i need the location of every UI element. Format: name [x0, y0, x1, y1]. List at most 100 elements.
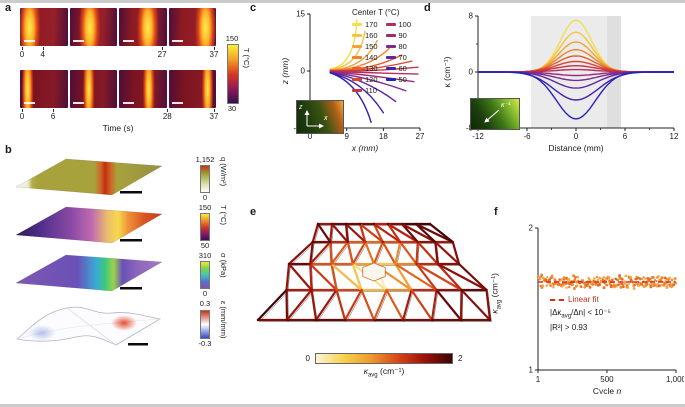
thermal-frame — [69, 70, 117, 108]
colorbar-a-max: 150 — [225, 34, 239, 43]
sigma-colorbar — [200, 261, 210, 289]
surface-heat-flux: 1,152 0 q (W/m²) — [12, 153, 238, 203]
colorbar-a-min: 30 — [227, 104, 237, 113]
panel-label-a: a — [5, 2, 12, 14]
linear-fit-label: Linear fit — [568, 295, 599, 304]
legend-entry: 80 — [385, 42, 412, 51]
colorbar-q-max: 1,152 — [195, 155, 215, 164]
svg-text:-6: -6 — [523, 132, 531, 141]
panel-label-c: c — [250, 2, 257, 14]
linear-fit-dash-icon — [550, 298, 564, 301]
surface-temperature: 150 50 T (°C) — [12, 201, 238, 251]
legend-entry: 100 — [385, 20, 411, 29]
colorbar-e-max: 2 — [458, 354, 463, 363]
thermal-strip-row1 — [20, 8, 216, 46]
svg-text:z (mm): z (mm) — [280, 58, 290, 86]
heat-flux-surface-image — [15, 158, 163, 196]
svg-text:Cycle n: Cycle n — [593, 386, 622, 394]
svg-text:x (mm): x (mm) — [351, 143, 379, 153]
time-axis-row2: 0 6 28 37 — [20, 109, 218, 122]
surface-stress: 310 0 σ (kPa) — [12, 249, 238, 299]
panel-label-e: e — [250, 206, 257, 218]
eps-colorbar — [200, 310, 210, 339]
stress-surface-image — [15, 254, 163, 292]
panel-label-f: f — [494, 206, 498, 218]
colorbar-sigma-label: σ (kPa) — [219, 253, 228, 278]
lattice-mesh — [256, 222, 492, 322]
T-colorbar — [200, 213, 210, 241]
legend-center-temperature: Center T (°C) 170 160 150 140 130 120 110 100 9… — [352, 8, 436, 95]
svg-text:0: 0 — [301, 67, 306, 76]
scale-bar — [120, 239, 142, 242]
svg-text:-8: -8 — [466, 124, 474, 133]
legend-column-2: 100 90 80 70 60 50 — [385, 20, 412, 95]
colorbar-eps-label: ε (mm/mm) — [219, 301, 228, 339]
temperature-surface-image — [15, 206, 163, 244]
colorbar-q-label: q (W/m²) — [219, 157, 228, 187]
legend-entry: 130 — [352, 64, 378, 73]
svg-text:15: 15 — [296, 10, 305, 19]
legend-entry: 70 — [385, 53, 412, 62]
svg-text:8: 8 — [469, 12, 474, 21]
thermal-frame — [69, 8, 117, 46]
svg-text:0: 0 — [308, 132, 313, 141]
kappa-avg-colorbar — [315, 353, 453, 364]
legend-column-1: 170 160 150 140 130 120 110 — [352, 20, 378, 95]
svg-text:-12: -12 — [472, 132, 484, 141]
svg-text:1,000: 1,000 — [666, 375, 684, 384]
colorbar-T-label: T (°C) — [219, 205, 228, 225]
svg-text:Distance (mm): Distance (mm) — [548, 143, 603, 153]
svg-text:1: 1 — [536, 375, 541, 384]
temperature-colorbar — [227, 44, 239, 104]
legend-entry: 170 — [352, 20, 378, 29]
colorbar-sigma-min: 0 — [202, 289, 208, 298]
time-axis-label: Time (s) — [102, 123, 134, 133]
svg-text:500: 500 — [600, 375, 614, 384]
legend-entry: 90 — [385, 31, 412, 40]
svg-text:12: 12 — [670, 132, 679, 141]
legend-entry: 120 — [352, 75, 378, 84]
svg-text:6: 6 — [623, 132, 628, 141]
time-axis-row1: 0 4 27 37 — [20, 47, 218, 60]
colorbar-q-min: 0 — [202, 193, 208, 202]
axes-arrows — [304, 110, 324, 129]
colorbar-eps-min: -0.3 — [198, 339, 212, 348]
panel-label-b: b — [5, 144, 12, 156]
f-y-axis-label: κavg (cm⁻¹) — [489, 273, 503, 314]
thermal-frame — [168, 8, 216, 46]
svg-text:18: 18 — [379, 132, 388, 141]
thermal-frame — [168, 70, 216, 108]
inset-z-axis-label: z — [299, 104, 303, 111]
sample-photo-inset-c: z x — [296, 100, 344, 134]
linear-fit-row: Linear fit — [550, 294, 611, 307]
colorbar-e-label: κavg (cm⁻¹) — [363, 366, 405, 379]
svg-text:2: 2 — [529, 224, 534, 233]
curvature-arrow — [484, 109, 500, 123]
legend-title: Center T (°C) — [352, 8, 400, 17]
svg-text:27: 27 — [416, 132, 425, 141]
thermal-frame — [20, 70, 68, 108]
q-colorbar — [200, 165, 210, 193]
letterbox-bottom — [0, 404, 685, 407]
surface-strain: 0.3 -0.3 ε (mm/mm) — [12, 297, 238, 359]
kappa-avg-colorbar-block: 0 2 κavg (cm⁻¹) — [296, 353, 472, 379]
legend-entry: 160 — [352, 31, 378, 40]
slope-annotation: |Δκavg/Δn| < 10⁻⁵ — [550, 307, 611, 320]
thermal-frame — [20, 8, 68, 46]
svg-text:0: 0 — [574, 132, 579, 141]
cycling-plot: 1 500 1,000 1 2 Cycle n — [529, 224, 684, 395]
scale-bar — [120, 287, 142, 290]
scale-bar — [128, 343, 148, 346]
thermal-frame — [119, 8, 167, 46]
curvature-plot: -12 -6 0 6 12 8 0 -8 Distance (mm) κ (cm⁻¹) — [442, 12, 679, 154]
svg-text:κ (cm⁻¹): κ (cm⁻¹) — [442, 56, 452, 87]
scale-bar — [120, 191, 142, 194]
colorbar-T-min: 50 — [200, 241, 210, 250]
inset-x-axis-label: x — [324, 115, 328, 122]
strain-surface-image — [16, 306, 162, 346]
thermal-frame — [119, 70, 167, 108]
svg-text:9: 9 — [344, 132, 349, 141]
thermal-strip-row2 — [20, 70, 216, 108]
sample-photo-inset-d: κ⁻¹ — [470, 98, 520, 130]
